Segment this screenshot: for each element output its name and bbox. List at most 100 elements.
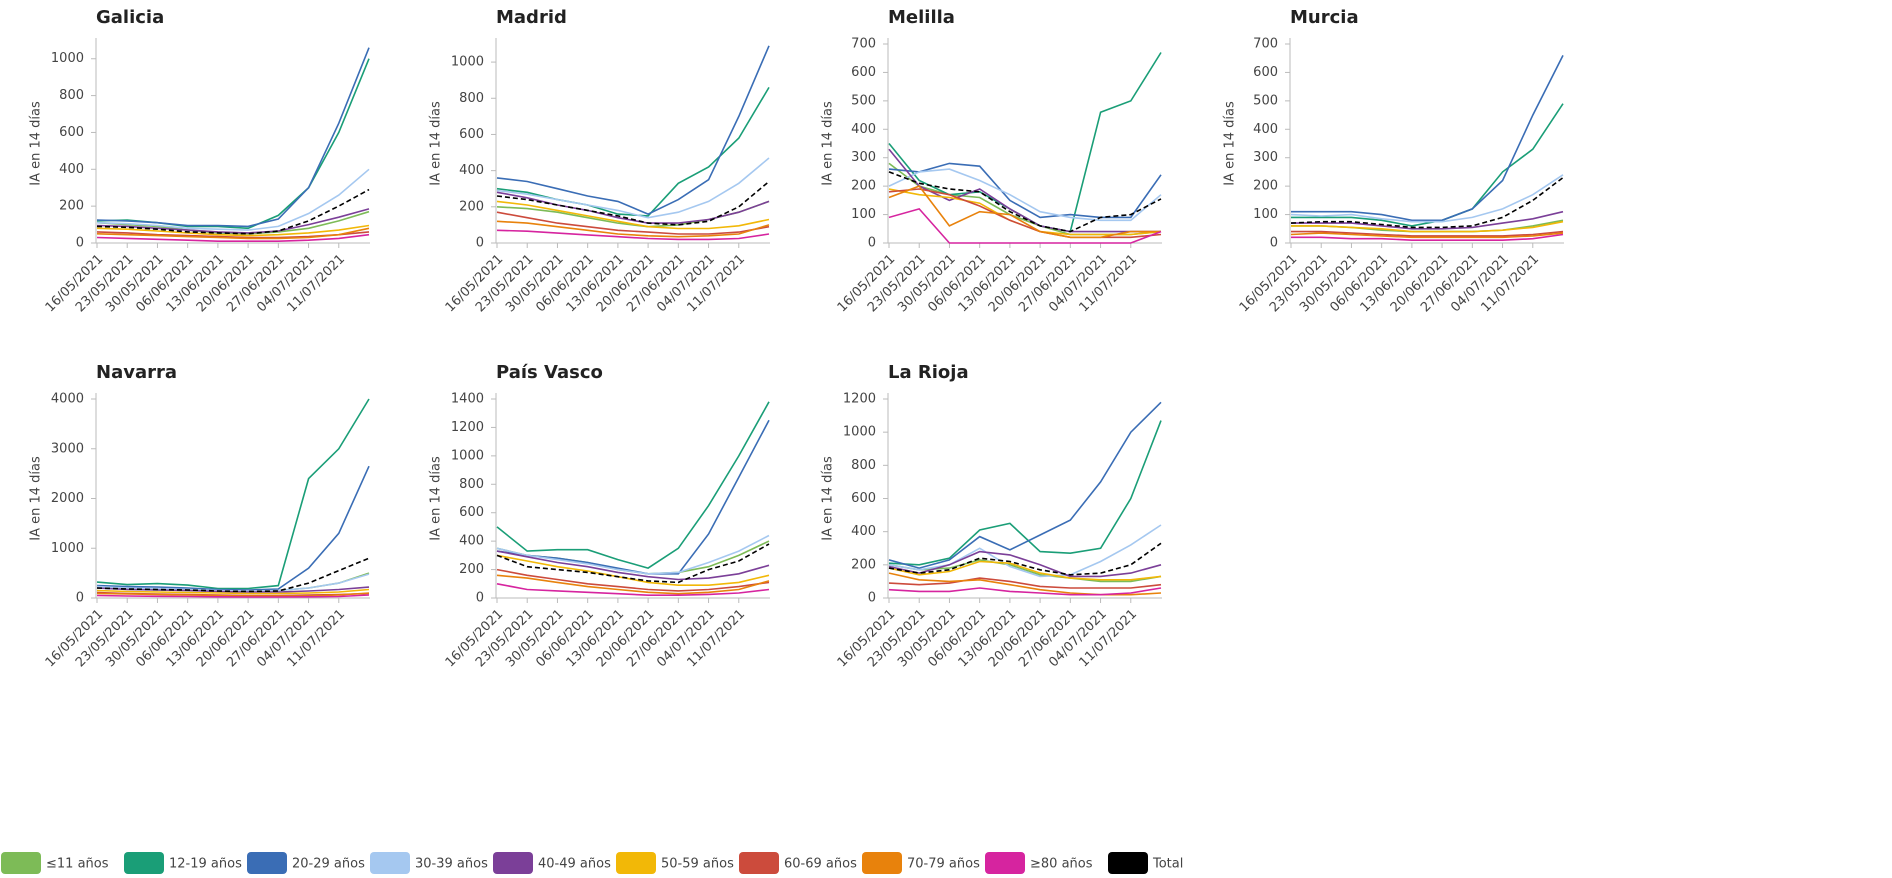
series-line (96, 188, 370, 235)
series-line (888, 572, 1162, 596)
series-line (888, 207, 1162, 244)
series-line (496, 157, 770, 219)
legend-swatch (124, 852, 164, 874)
series-line (888, 185, 1161, 239)
series-line (888, 401, 1162, 569)
legend-label: 20-29 años (292, 857, 365, 872)
series-line (888, 171, 1162, 233)
series-line (888, 52, 1162, 233)
legend-label: 40-49 años (538, 857, 611, 872)
legend-swatch (616, 852, 656, 874)
y-tick-label: 600 (459, 127, 484, 142)
y-tick-label: 1000 (51, 51, 84, 66)
y-tick-label: 600 (459, 505, 484, 520)
series-line (96, 227, 370, 240)
series-line (496, 220, 770, 238)
y-tick-label: 4000 (51, 392, 84, 407)
y-tick-label: 1200 (451, 420, 484, 435)
y-tick-label: 1400 (451, 392, 484, 407)
y-tick-label: 2000 (51, 491, 84, 506)
legend-label: Total (1152, 857, 1183, 872)
y-tick-label: 800 (59, 88, 84, 103)
legend-swatch (247, 852, 287, 874)
y-tick-label: 600 (851, 491, 876, 506)
series-line (888, 560, 1162, 581)
series-line (1291, 55, 1564, 222)
series-line (888, 168, 1162, 222)
series-line (96, 398, 370, 590)
chart-title: La Rioja (888, 362, 969, 383)
y-tick-label: 1000 (451, 55, 484, 70)
y-tick-label: 600 (851, 65, 876, 80)
y-tick-label: 200 (851, 179, 876, 194)
y-tick-label: 200 (59, 199, 84, 214)
chart-title: Madrid (496, 7, 567, 28)
series-line (496, 568, 770, 592)
chart-title: Galicia (96, 7, 164, 28)
series-line (496, 191, 770, 224)
y-tick-label: 0 (1270, 236, 1278, 251)
series-line (496, 534, 770, 575)
legend-label: 50-59 años (661, 857, 734, 872)
series-line (1290, 174, 1564, 223)
y-tick-label: 400 (1253, 122, 1278, 137)
series-line (96, 557, 370, 593)
series-line (96, 465, 370, 591)
y-tick-label: 800 (459, 477, 484, 492)
y-tick-label: 0 (76, 236, 84, 251)
legend-label: 30-39 años (415, 857, 488, 872)
y-tick-label: 200 (459, 199, 484, 214)
y-tick-label: 0 (868, 591, 876, 606)
y-tick-label: 100 (851, 207, 876, 222)
y-tick-label: 800 (851, 458, 876, 473)
y-tick-label: 1000 (451, 448, 484, 463)
series-line (888, 587, 1162, 596)
series-line (96, 592, 370, 597)
series-line (1290, 176, 1564, 229)
series-line (496, 574, 770, 595)
y-axis-label: IA en 14 días (821, 456, 836, 541)
series-line (96, 58, 370, 230)
series-line (496, 401, 770, 569)
legend-label: ≤11 años (46, 857, 109, 872)
y-tick-label: 600 (59, 125, 84, 140)
series-line (888, 148, 1161, 233)
y-tick-label: 1200 (843, 392, 876, 407)
series-line (96, 594, 370, 598)
y-axis-label: IA en 14 días (1223, 101, 1238, 186)
y-tick-label: 0 (76, 591, 84, 606)
legend-swatch (370, 852, 410, 874)
series-line (496, 583, 770, 596)
series-line (1291, 210, 1564, 230)
series-line (96, 588, 370, 595)
series-line (1291, 233, 1564, 241)
y-axis-label: IA en 14 días (29, 101, 44, 186)
y-tick-label: 3000 (51, 441, 84, 456)
y-tick-label: 1000 (843, 425, 876, 440)
y-tick-label: 400 (851, 122, 876, 137)
series-line (496, 86, 770, 217)
y-tick-label: 0 (868, 236, 876, 251)
y-axis-label: IA en 14 días (429, 101, 444, 186)
series-line (96, 168, 370, 231)
y-tick-label: 1000 (51, 541, 84, 556)
legend-label: 12-19 años (169, 857, 242, 872)
series-line (888, 420, 1162, 566)
y-tick-label: 200 (1253, 179, 1278, 194)
series-line (888, 577, 1162, 589)
series-line (1291, 220, 1564, 233)
chart-title: Melilla (888, 7, 955, 28)
y-axis-label: IA en 14 días (29, 456, 44, 541)
y-tick-label: 300 (1253, 150, 1278, 165)
legend-swatch (1, 852, 41, 874)
legend-swatch (493, 852, 533, 874)
series-line (496, 200, 770, 230)
legend-swatch (739, 852, 779, 874)
y-tick-label: 400 (459, 534, 484, 549)
legend-swatch (862, 852, 902, 874)
series-line (496, 180, 770, 226)
legend-label: ≥80 años (1030, 857, 1093, 872)
legend-swatch (985, 852, 1025, 874)
series-line (496, 229, 770, 241)
series-line (96, 224, 370, 237)
